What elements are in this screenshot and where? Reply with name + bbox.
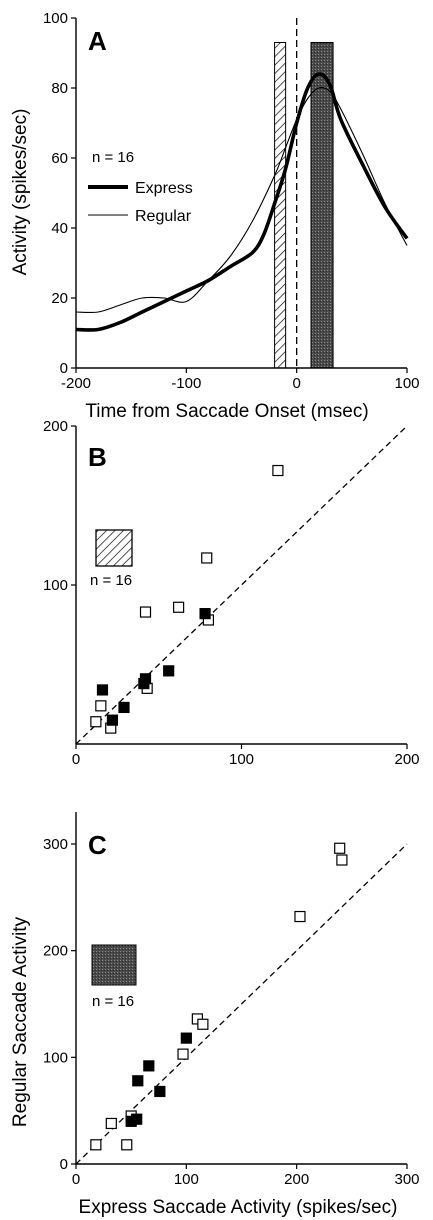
unity-line-c [75, 843, 408, 1165]
window-icon-stippled [91, 944, 137, 986]
filled-square-point [139, 673, 152, 685]
x-axis-label-a: Time from Saccade Onset (msec) [85, 401, 368, 422]
analysis-windows [274, 42, 334, 369]
y-axis-label-a: Activity (spikes/sec) [10, 109, 31, 276]
open-square-point [105, 1117, 117, 1130]
filled-square-point [132, 1075, 144, 1087]
open-square-point [139, 606, 152, 618]
filled-square-point [118, 701, 130, 714]
x-tick-label-b: 100 [229, 751, 254, 768]
x-tick-label-a: 100 [394, 375, 419, 392]
filled-square-point [180, 1032, 192, 1044]
hatched-window [274, 42, 287, 369]
open-square-point [90, 716, 102, 728]
panel-label-a: A [88, 26, 107, 56]
x-tick-label-c: 0 [72, 1171, 80, 1188]
n-label-b: n = 16 [90, 572, 132, 589]
open-square-point [336, 854, 348, 866]
open-square-point [173, 601, 185, 613]
x-tick-label-b: 0 [72, 751, 80, 768]
legend-label-regular: Regular [135, 208, 192, 225]
legend-label-express: Express [135, 180, 193, 197]
y-axis-label-c: Regular Saccade Activity [10, 916, 31, 1127]
x-tick-label-c: 100 [174, 1171, 199, 1188]
activity-curves [75, 72, 409, 332]
y-tick-label-c: 100 [43, 1049, 68, 1066]
y-tick-label-a: 0 [60, 360, 68, 377]
x-tick-label-c: 300 [394, 1171, 419, 1188]
panel-label-b: B [88, 442, 107, 472]
filled-square-point [143, 1060, 155, 1072]
axes-a: -200 -100 0 100 0 20 40 60 80 100 [43, 10, 420, 392]
axes-c: 0 100 200 300 0 100 200 300 [43, 812, 420, 1188]
x-tick-label-a: -100 [171, 375, 201, 392]
open-square-point [90, 1139, 102, 1151]
series-line-regular [75, 87, 408, 314]
panel-c: C n = 16 0 100 200 300 0 100 200 300 Express Sa… [10, 812, 420, 1218]
filled-square-point [163, 665, 175, 677]
y-tick-label-c: 200 [43, 943, 68, 960]
open-square-point [177, 1048, 189, 1060]
series-line-express [75, 72, 409, 332]
y-tick-label-c: 300 [43, 836, 68, 853]
open-square-point [334, 842, 346, 854]
filled-square-point [106, 714, 119, 726]
y-tick-label-a: 60 [51, 150, 68, 167]
window-icon-hatched [95, 529, 133, 567]
y-tick-label-a: 20 [51, 290, 68, 307]
open-square-point [201, 552, 213, 564]
y-tick-label-a: 80 [51, 80, 68, 97]
x-axis-label-c: Express Saccade Activity (spikes/sec) [79, 1197, 398, 1218]
panel-a: A -200 -100 0 100 0 20 40 60 80 100 n = 16 Expres… [10, 10, 420, 422]
unity-line-b [75, 425, 408, 745]
panel-b: B n = 16 0 100 200 100 200 [43, 418, 420, 768]
y-tick-label-a: 100 [43, 10, 68, 27]
x-tick-label-b: 200 [394, 751, 419, 768]
open-square-point [294, 910, 306, 923]
y-tick-label-b: 100 [43, 577, 68, 594]
panel-label-c: C [88, 830, 107, 860]
axes-b: 0 100 200 100 200 [43, 418, 420, 768]
scatter-points-c [90, 842, 348, 1151]
open-square-point [121, 1139, 133, 1151]
x-tick-label-a: -200 [61, 375, 91, 392]
filled-square-point [199, 608, 211, 620]
filled-square-point [154, 1085, 166, 1098]
filled-square-point [131, 1113, 143, 1125]
x-tick-label-c: 200 [284, 1171, 309, 1188]
scatter-points-b [90, 464, 284, 734]
open-square-point [95, 700, 107, 712]
y-tick-label-b: 200 [43, 418, 68, 435]
open-square-point [272, 464, 284, 477]
legend: Express Regular [88, 180, 193, 225]
y-tick-label-c: 0 [60, 1156, 68, 1173]
x-tick-label-a: 0 [292, 375, 300, 392]
n-label-c: n = 16 [92, 993, 134, 1010]
y-tick-label-a: 40 [51, 220, 68, 237]
open-square-point [197, 1018, 209, 1030]
n-label-a: n = 16 [92, 149, 134, 166]
filled-square-point [96, 684, 109, 696]
